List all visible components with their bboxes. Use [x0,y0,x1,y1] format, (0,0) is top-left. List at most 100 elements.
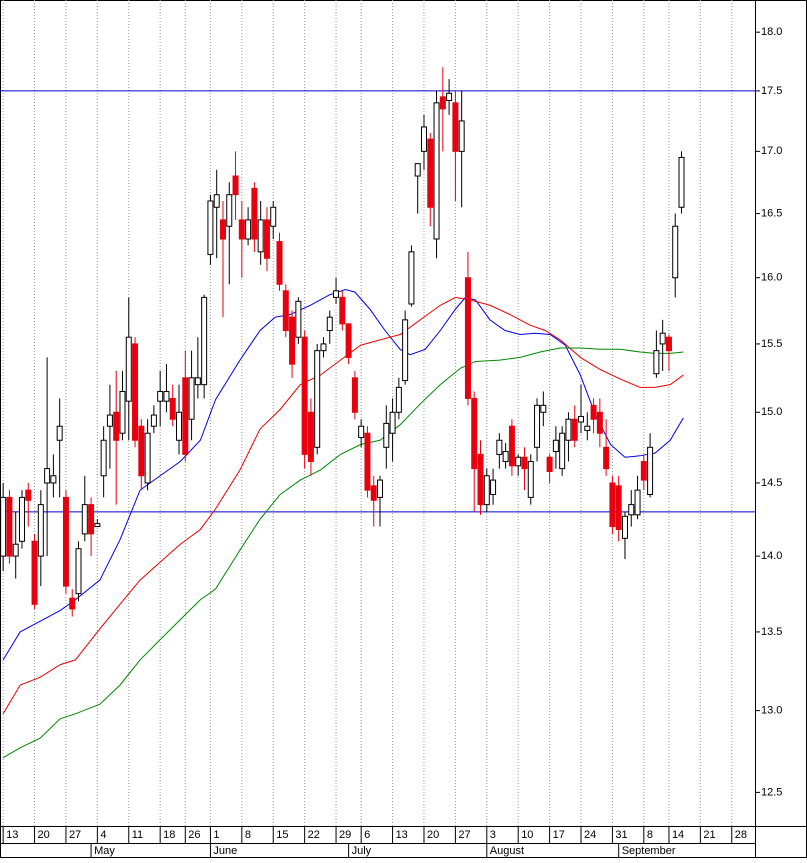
x-tick-label: 20 [38,829,50,841]
candle-body [490,479,497,495]
x-tick-label: 13 [396,829,408,841]
candle-body [351,377,358,413]
x-tick-label: 14 [672,829,684,841]
candle-body [477,453,484,506]
candle-body [12,543,19,557]
x-tick-label: 4 [100,829,106,841]
candle-body [420,126,427,152]
candle-body [182,377,189,455]
candle-body [50,475,57,484]
candle-body [201,296,208,386]
candle-body [132,343,139,441]
candle-body [559,432,566,470]
candle-body [75,548,82,595]
candle-body [540,404,547,413]
candle-body [534,404,541,448]
candle-body [439,96,446,110]
candle-body [615,485,622,530]
candle-body [270,206,277,227]
candle-body [508,425,515,467]
candle-body [44,468,51,484]
candle-body [176,411,183,441]
moving-average-line [2,347,684,759]
candle-body [245,219,252,240]
candle-body [289,316,296,365]
moving-average-line [2,288,684,661]
y-tick-label: 15.0 [761,406,782,418]
candle-body [565,418,572,441]
y-tick-label: 12.5 [761,786,782,798]
candle-body [665,336,672,352]
x-tick-label: 22 [308,829,320,841]
candle-body [251,187,258,240]
candle-body [452,102,459,152]
candle-body [628,504,635,516]
candle-body [238,219,245,240]
x-tick-label: 6 [364,829,370,841]
candle-body [584,425,591,431]
candle-body [56,425,63,441]
candle-body [521,456,528,470]
candle-body [81,504,88,535]
candle-body [609,482,616,528]
y-tick-label: 13.5 [761,626,782,638]
y-tick-label: 15.5 [761,338,782,350]
candle-body [446,92,453,101]
y-tick-label: 18.0 [761,26,782,38]
x-tick-label: 8 [245,829,251,841]
candle-body [113,411,120,441]
candle-body [326,316,333,332]
candle-body [25,489,32,501]
y-tick-label: 17.5 [761,85,782,97]
x-tick-label: 27 [69,829,81,841]
candle-body [339,296,346,325]
candle-body [157,391,164,402]
candle-body [276,241,283,285]
candle-body [69,597,76,610]
month-label: September [622,845,676,857]
candle-body [653,350,660,375]
candle-body [119,391,126,434]
candle-body [232,175,239,196]
candle-body [603,446,610,470]
candle-body [389,411,396,434]
x-tick-label: 15 [276,829,288,841]
candle-body [207,200,214,255]
candle-body [458,120,465,152]
y-tick-label: 13.0 [761,705,782,717]
candle-body [672,225,679,279]
x-tick-label: 1 [213,829,219,841]
candle-body [640,460,647,481]
candle-body [571,418,578,441]
candle-body [578,415,585,423]
candle-body [301,336,308,455]
candle-body [18,496,25,542]
candle-body [188,377,195,420]
y-tick-label: 14.5 [761,477,782,489]
candle-body [295,300,302,338]
candle-body [471,397,478,470]
candle-body [37,504,44,557]
candle-body [31,540,38,605]
candle-body [408,251,415,305]
x-tick-label: 26 [188,829,200,841]
candle-body [213,194,220,208]
candle-body [634,489,641,516]
candle-body [263,219,270,259]
month-label: May [94,845,115,857]
candle-body [144,432,151,484]
candle-body [219,219,226,240]
candle-body [257,219,264,253]
candle-body [125,336,132,402]
candle-body [659,332,666,345]
x-tick-label: 3 [490,829,496,841]
candle-body [364,432,371,491]
candle-body [333,290,340,298]
candle-body [590,404,597,420]
candle-body [464,277,471,399]
candle-body [226,194,233,227]
x-tick-label: 24 [584,829,596,841]
candle-body [94,523,101,528]
candle-body [402,319,409,382]
